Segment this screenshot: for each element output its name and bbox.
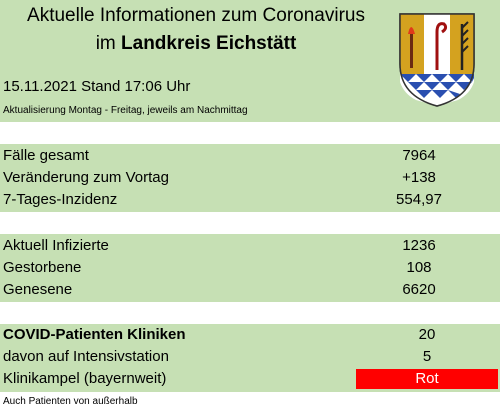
change-value: +138 — [402, 169, 436, 186]
cases-band — [0, 144, 500, 212]
traffic-light-status-badge: Rot — [356, 369, 498, 389]
row-covid-patients: COVID-Patienten Kliniken 20 — [0, 324, 500, 346]
covid-patients-label: COVID-Patienten Kliniken — [3, 326, 186, 343]
row-incidence: 7-Tages-Inzidenz 554,97 — [0, 189, 500, 211]
infected-value: 1236 — [402, 237, 436, 254]
title-line-2: im Landkreis Eichstätt — [0, 32, 392, 56]
footer-band — [0, 392, 500, 411]
cases-total-label: Fälle gesamt — [3, 147, 89, 164]
footer-note: Auch Patienten von außerhalb — [3, 396, 138, 407]
title-line-1: Aktuelle Informationen zum Coronavirus — [27, 5, 365, 26]
recovered-value: 6620 — [402, 281, 436, 298]
deceased-value: 108 — [406, 259, 432, 276]
incidence-value: 554,97 — [396, 191, 442, 208]
spacer — [0, 302, 500, 324]
row-infected: Aktuell Infizierte 1236 — [0, 235, 500, 257]
recovered-label: Genesene — [3, 281, 73, 298]
status-band — [0, 234, 500, 302]
row-traffic-light: Klinikampel (bayernweit) Rot — [0, 368, 500, 390]
row-icu: davon auf Intensivstation 5 — [0, 346, 500, 368]
update-note: Aktualisierung Montag - Freitag, jeweils… — [3, 105, 248, 116]
row-change: Veränderung zum Vortag +138 — [0, 167, 500, 189]
icu-value: 5 — [422, 348, 432, 365]
icu-label: davon auf Intensivstation — [3, 348, 169, 365]
spacer — [0, 212, 500, 234]
title-line-2-prefix: im — [95, 33, 122, 54]
covid-patients-value: 20 — [418, 326, 436, 343]
row-deceased: Gestorbene 108 — [0, 257, 500, 279]
spacer — [0, 122, 500, 144]
date-stamp: 15.11.2021 Stand 17:06 Uhr — [3, 78, 191, 95]
row-recovered: Genesene 6620 — [0, 279, 500, 301]
deceased-label: Gestorbene — [3, 259, 82, 276]
infected-label: Aktuell Infizierte — [3, 237, 109, 254]
traffic-light-label: Klinikampel (bayernweit) — [3, 370, 167, 387]
row-cases-total: Fälle gesamt 7964 — [0, 145, 500, 167]
incidence-label: 7-Tages-Inzidenz — [3, 191, 118, 208]
coat-of-arms-icon — [399, 13, 475, 107]
change-label: Veränderung zum Vortag — [3, 169, 169, 186]
cases-total-value: 7964 — [402, 147, 436, 164]
district-name: Landkreis Eichstätt — [121, 33, 297, 54]
